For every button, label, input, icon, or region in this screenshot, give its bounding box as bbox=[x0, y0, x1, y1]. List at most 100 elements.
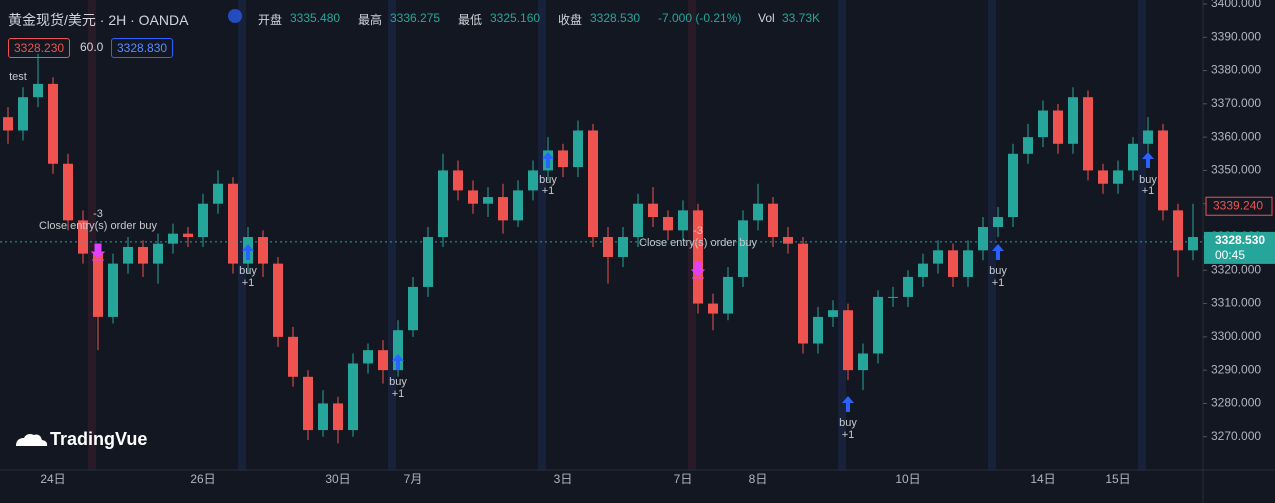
change-value: -7.000 (-0.21%) bbox=[658, 11, 742, 25]
price-timer: 00:45 bbox=[1215, 248, 1245, 262]
candle-body bbox=[738, 220, 748, 277]
candle-body bbox=[903, 276, 913, 297]
buy-signal bbox=[542, 152, 554, 168]
candle-body bbox=[1023, 137, 1033, 154]
annotation: +1 bbox=[242, 277, 255, 289]
buy-signal bbox=[992, 244, 1004, 260]
candle-body bbox=[693, 210, 703, 304]
candle-body bbox=[978, 227, 988, 251]
y-tick-label: 3360.000 bbox=[1211, 129, 1261, 143]
session-bands bbox=[88, 0, 1146, 470]
candle-body bbox=[1143, 130, 1153, 144]
high-value: 3336.275 bbox=[390, 11, 441, 25]
candle-body bbox=[318, 403, 328, 431]
candle-body bbox=[483, 197, 493, 204]
annotation: +1 bbox=[392, 388, 405, 400]
y-tick-label: 3390.000 bbox=[1211, 29, 1261, 43]
candle-body bbox=[993, 217, 1003, 228]
candle-body bbox=[678, 210, 688, 231]
x-tick-label: 30日 bbox=[325, 472, 350, 486]
candle-body bbox=[453, 170, 463, 191]
candle-body bbox=[33, 83, 43, 98]
candle-body bbox=[723, 276, 733, 314]
annotation: +1 bbox=[542, 185, 555, 197]
candle-body bbox=[18, 97, 28, 131]
candle-body bbox=[573, 130, 583, 168]
candle-body bbox=[48, 83, 58, 164]
logo: TradingVue bbox=[16, 429, 147, 449]
candle-body bbox=[423, 236, 433, 287]
high-label: 最高 bbox=[358, 13, 383, 27]
candle-body bbox=[1098, 170, 1108, 184]
candle-body bbox=[138, 246, 148, 264]
candle-body bbox=[1173, 210, 1183, 251]
candle-body bbox=[258, 236, 268, 264]
annotation: Close entry(s) order buy bbox=[39, 220, 157, 232]
annotation: +1 bbox=[842, 429, 855, 441]
vol-value: 33.73K bbox=[782, 11, 821, 25]
buy-price[interactable]: 3328.830 bbox=[111, 38, 174, 58]
buy-signal bbox=[1142, 152, 1154, 168]
x-tick-label: 10日 bbox=[895, 472, 920, 486]
candle-body bbox=[768, 203, 778, 237]
candle-body bbox=[618, 236, 628, 257]
buy-signal bbox=[842, 396, 854, 412]
candle-body bbox=[783, 236, 793, 244]
y-tick-label: 3370.000 bbox=[1211, 96, 1261, 110]
x-tick-label: 8日 bbox=[749, 472, 768, 486]
candle-body bbox=[633, 203, 643, 237]
candle-body bbox=[963, 250, 973, 277]
candle-body bbox=[348, 363, 358, 431]
annotation: buy bbox=[1139, 174, 1157, 186]
candle-body bbox=[333, 403, 343, 431]
band bbox=[988, 0, 996, 470]
x-tick-label: 7月 bbox=[404, 472, 423, 486]
candle-body bbox=[1053, 110, 1063, 144]
sell-signal bbox=[90, 243, 106, 261]
annotation: buy bbox=[839, 417, 857, 429]
low-label: 最低 bbox=[458, 13, 483, 27]
candle-body bbox=[93, 253, 103, 317]
candle-body bbox=[363, 350, 373, 364]
buy-signal bbox=[392, 354, 404, 370]
price-tag bbox=[1204, 231, 1275, 264]
candle-body bbox=[153, 243, 163, 264]
annotation: test bbox=[9, 71, 27, 83]
candle-body bbox=[1008, 153, 1018, 218]
candle-body bbox=[828, 310, 838, 317]
candle-body bbox=[873, 296, 883, 354]
open-label: 开盘 bbox=[258, 13, 283, 27]
candle-body bbox=[123, 246, 133, 264]
logo-icon bbox=[16, 434, 48, 446]
candle-body bbox=[288, 336, 298, 377]
quantity[interactable]: 60.0 bbox=[80, 40, 104, 54]
candle-body bbox=[753, 203, 763, 221]
y-tick-label: 3350.000 bbox=[1211, 163, 1261, 177]
candle-body bbox=[303, 376, 313, 431]
candle-body bbox=[273, 263, 283, 337]
annotation: buy bbox=[539, 174, 557, 186]
x-tick-label: 3日 bbox=[554, 472, 573, 486]
annotation: +1 bbox=[1142, 185, 1155, 197]
annotation: -3 bbox=[93, 208, 103, 220]
y-tick-label: 3310.000 bbox=[1211, 296, 1261, 310]
candle-body bbox=[1188, 236, 1198, 251]
sell-signal bbox=[690, 261, 706, 279]
status-dot bbox=[228, 9, 242, 23]
candle-body bbox=[888, 296, 898, 298]
x-tick-label: 15日 bbox=[1105, 472, 1130, 486]
x-tick-label: 26日 bbox=[190, 472, 215, 486]
candle-body bbox=[813, 316, 823, 344]
annotation: +1 bbox=[992, 277, 1005, 289]
candle-body bbox=[1038, 110, 1048, 138]
y-tick-label: 3380.000 bbox=[1211, 63, 1261, 77]
band bbox=[1138, 0, 1146, 470]
candle-body bbox=[1083, 97, 1093, 171]
candle-body bbox=[843, 310, 853, 371]
candle-body bbox=[468, 190, 478, 204]
y-tick-label: 3290.000 bbox=[1211, 362, 1261, 376]
annotation: -3 bbox=[693, 225, 703, 237]
candle-body bbox=[378, 350, 388, 371]
sell-price[interactable]: 3328.230 bbox=[8, 38, 71, 58]
candle-body bbox=[603, 236, 613, 257]
